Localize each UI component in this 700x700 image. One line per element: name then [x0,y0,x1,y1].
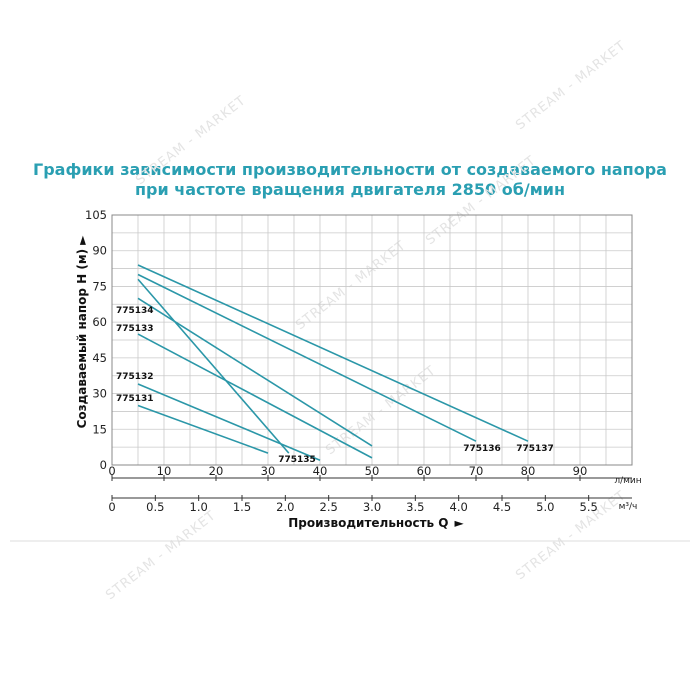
x2-tick-label: 3.5 [406,500,424,514]
x-tick-label: 0 [108,464,115,478]
y-tick-label: 60 [92,315,107,329]
x-tick-label: 50 [365,464,380,478]
series-label-775134: 775134 [116,306,154,316]
x2-tick-label: 0 [108,500,115,514]
y-tick-label: 45 [92,351,107,365]
chart-series [137,264,529,461]
x-tick-label: 90 [573,464,588,478]
series-line-775132 [137,383,321,461]
series-line-775135 [137,278,290,454]
watermark-text: STREAM - MARKET [323,363,439,458]
y-tick-label: 105 [85,208,107,222]
y-tick-label: 30 [92,387,107,401]
x-axis-arrow-icon: ► [455,516,465,530]
x2-tick-label: 1.5 [233,500,251,514]
x2-tick-label: 3.0 [363,500,381,514]
y-tick-label: 75 [92,279,107,293]
chart-axes: 0 15 30 45 60 75 90 105 Создаваемый напор H (м)►… [10,208,690,542]
x-tick-label: 40 [313,464,328,478]
y-tick-label: 90 [92,244,107,258]
chart-title: Графики зависимости производительности о… [0,160,700,200]
watermark-text: STREAM - MARKET [133,93,249,188]
y-axis-arrow-icon: ► [75,235,89,245]
chart-title-line-1: Графики зависимости производительности о… [33,160,667,179]
x-tick-label: 10 [157,464,172,478]
series-label-775132: 775132 [116,372,154,382]
y-tick-label: 0 [100,458,107,472]
y-tick-label: 15 [92,422,107,436]
x2-tick-label: 2.5 [320,500,338,514]
x2-tick-label: 1.0 [190,500,208,514]
watermark-text: STREAM - MARKET [293,238,409,333]
x2-tick-label: 4.0 [450,500,468,514]
chart-grid [111,214,633,466]
x-axis-unit: л/мин [614,476,641,486]
x-tick-label: 70 [469,464,484,478]
x2-tick-label: 0.5 [146,500,164,514]
series-label-775131: 775131 [116,394,154,404]
x2-tick-label: 5.5 [580,500,598,514]
x2-tick-label: 5.0 [536,500,554,514]
series-label-775136: 775136 [463,444,501,454]
chart-title-line-2: при частоте вращения двигателя 2850 об/м… [134,180,566,199]
series-label-775135: 775135 [278,455,316,465]
x-tick-label: 80 [521,464,536,478]
watermark-text: STREAM - MARKET [103,508,219,603]
watermark-text: STREAM - MARKET [513,488,629,583]
series-line-775133 [137,333,373,459]
series-line-775136 [137,273,477,442]
watermark-text: STREAM - MARKET [423,153,539,248]
series-line-775131 [137,404,269,454]
x2-tick-label: 2.0 [276,500,294,514]
y-axis-label: Создаваемый напор H (м)► [75,235,89,429]
x-axis-label: Производительность Q ► [288,516,464,530]
x-tick-label: 30 [261,464,276,478]
x2-axis-unit: м³/ч [619,502,638,512]
series-line-775137 [137,264,529,442]
series-label-775133: 775133 [116,324,154,334]
x2-tick-label: 4.5 [493,500,511,514]
watermark-text: STREAM - MARKET [513,38,629,133]
x-tick-label: 20 [209,464,224,478]
series-line-775134 [137,297,373,447]
series-label-775137: 775137 [516,444,554,454]
x-tick-label: 60 [417,464,432,478]
chart-labels: 775131 775132 775133 775134 775135 775136 7751… [116,306,554,465]
plot-frame [111,214,633,466]
